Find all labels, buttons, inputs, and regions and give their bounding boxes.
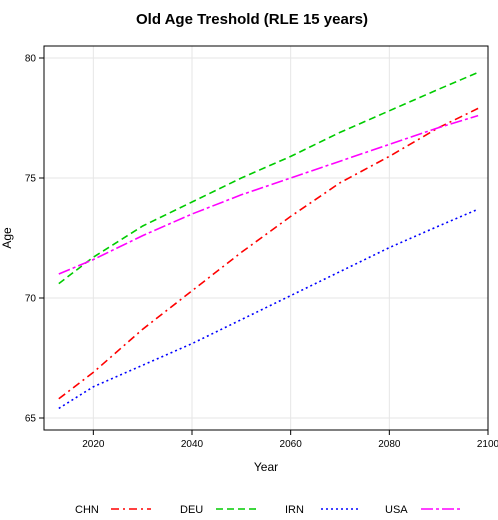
- series-line-deu: [58, 71, 479, 285]
- legend-label-irn: IRN: [285, 504, 304, 516]
- x-tick-label-1: 2040: [181, 439, 204, 450]
- y-tick-label-2: 75: [25, 174, 37, 185]
- x-tick-label-4: 2100: [477, 439, 498, 450]
- x-axis-label: Year: [254, 460, 278, 474]
- series-line-irn: [58, 208, 479, 410]
- chart-title: Old Age Treshold (RLE 15 years): [136, 11, 368, 28]
- x-axis: 2020 2040 2060 2080 2100: [82, 430, 498, 450]
- legend: CHN DEU IRN USA: [75, 504, 461, 516]
- x-tick-label-0: 2020: [82, 439, 105, 450]
- series-group: [58, 71, 479, 410]
- x-tick-label-3: 2080: [378, 439, 401, 450]
- grid-lines: [44, 46, 489, 430]
- series-line-usa: [58, 114, 479, 275]
- y-tick-label-1: 70: [25, 294, 37, 305]
- x-tick-label-2: 2060: [280, 439, 303, 450]
- y-axis-label: Age: [0, 227, 14, 249]
- legend-label-usa: USA: [385, 504, 408, 516]
- y-tick-label-0: 65: [25, 414, 37, 425]
- legend-label-deu: DEU: [180, 504, 203, 516]
- y-tick-label-3: 80: [25, 54, 37, 65]
- y-axis: 65 70 75 80: [25, 54, 44, 425]
- plot-frame: [43, 45, 489, 431]
- legend-label-chn: CHN: [75, 504, 99, 516]
- series-line-chn: [58, 107, 479, 400]
